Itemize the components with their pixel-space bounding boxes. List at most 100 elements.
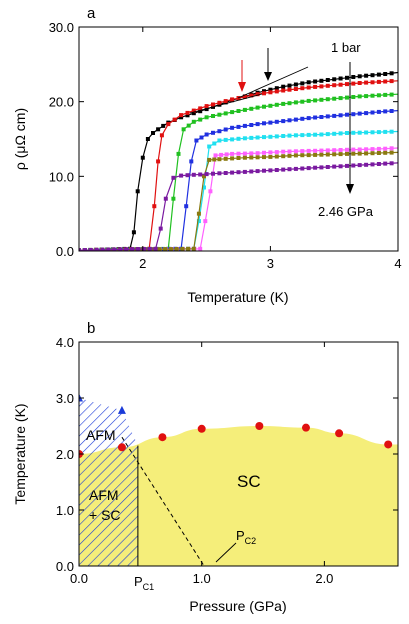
series-point-3 <box>236 124 241 129</box>
panel-b-ticks: 0.0 1.0 2.0 0.0 1.0 2.0 3.0 4.0 <box>56 335 398 586</box>
series-point-6 <box>223 156 228 161</box>
series-point-7 <box>163 196 168 201</box>
series-point-5 <box>300 149 305 154</box>
panel-b: b AFM AFM + SC SC PC2 0.0 1.0 2.0 0.0 1.0 2.0… <box>12 320 399 614</box>
series-point-6 <box>255 155 260 160</box>
series-point-4 <box>274 134 279 139</box>
series-point-1 <box>274 89 279 94</box>
panel-b-xtick-label: 2.0 <box>315 571 333 586</box>
series-point-6 <box>230 156 235 161</box>
series-point-0 <box>281 84 286 89</box>
series-point-6 <box>268 154 273 159</box>
series-point-7 <box>135 247 140 251</box>
series-point-7 <box>370 162 375 167</box>
series-point-3 <box>262 121 266 126</box>
series-point-5 <box>376 146 381 151</box>
series-point-2 <box>313 98 318 103</box>
panel-a-ytick-label: 20.0 <box>49 95 74 110</box>
series-point-4 <box>281 134 286 138</box>
series-point-5 <box>293 149 298 154</box>
series-point-6 <box>319 152 324 157</box>
series-point-1 <box>166 122 171 127</box>
series-point-0 <box>345 75 349 80</box>
series-point-3 <box>319 115 324 119</box>
series-point-6 <box>338 152 343 157</box>
series-point-6 <box>357 151 362 156</box>
series-point-2 <box>274 102 279 107</box>
series-point-7 <box>112 247 117 251</box>
series-point-1 <box>389 79 394 84</box>
panel-a: a 1 bar 2.46 GPa 2 3 4 0.0 10.0 20.0 30.0 Temp… <box>12 5 402 305</box>
series-point-7 <box>106 247 111 251</box>
panel-b-ytick-label: 3.0 <box>56 391 74 406</box>
series-point-1 <box>152 204 157 209</box>
series-point-1 <box>370 80 375 85</box>
series-point-3 <box>313 115 318 120</box>
series-point-5 <box>268 150 273 155</box>
series-point-2 <box>223 111 228 116</box>
series-point-0 <box>325 78 330 82</box>
series-point-6 <box>325 152 330 157</box>
series-point-5 <box>281 149 286 154</box>
series-point-5 <box>338 148 343 152</box>
series-point-5 <box>287 149 292 154</box>
series-point-7 <box>313 165 318 170</box>
series-point-3 <box>223 127 228 132</box>
series-point-2 <box>242 107 247 112</box>
panel-b-ytick-label: 0.0 <box>56 559 74 574</box>
series-point-2 <box>332 96 337 101</box>
series-point-7 <box>204 172 209 177</box>
series-point-7 <box>211 171 215 176</box>
series-point-3 <box>281 119 286 124</box>
series-point-7 <box>357 163 362 168</box>
series-point-0 <box>268 87 273 92</box>
series-point-5 <box>203 219 208 224</box>
series-point-0 <box>185 113 190 118</box>
series-point-7 <box>88 248 93 251</box>
tc-point <box>197 424 206 433</box>
series-point-0 <box>370 73 375 78</box>
series-point-2 <box>351 95 356 99</box>
series-point-1 <box>313 84 318 89</box>
series-point-3 <box>293 117 298 122</box>
panel-b-ytick-label: 2.0 <box>56 447 74 462</box>
series-point-2 <box>383 92 388 97</box>
series-point-1 <box>376 79 381 84</box>
series-point-7 <box>345 163 349 168</box>
series-point-2 <box>249 106 254 111</box>
panel-b-xtick-label: 0.0 <box>70 571 88 586</box>
panel-a-label: a <box>87 5 96 22</box>
series-point-7 <box>158 226 163 231</box>
region-label-sc: SC <box>237 472 261 491</box>
series-point-1 <box>287 87 292 92</box>
series-point-6 <box>389 150 394 155</box>
series-point-7 <box>223 171 228 175</box>
series-point-1 <box>223 99 228 104</box>
series-point-7 <box>82 248 87 251</box>
series-point-5 <box>357 147 362 152</box>
series-point-1 <box>383 79 388 84</box>
series-point-4 <box>236 136 241 141</box>
series-point-0 <box>319 78 324 83</box>
series-point-6 <box>174 247 179 251</box>
tn-point <box>117 405 126 414</box>
series-point-1 <box>179 113 184 118</box>
series-point-0 <box>131 230 136 235</box>
series-point-7 <box>217 171 222 176</box>
series-point-7 <box>389 161 394 166</box>
series-point-0 <box>357 74 362 79</box>
series-point-5 <box>198 246 203 251</box>
series-point-6 <box>212 157 217 162</box>
series-point-2 <box>325 97 330 102</box>
series-point-1 <box>191 108 196 113</box>
series-point-4 <box>357 130 362 135</box>
series-point-1 <box>230 97 235 102</box>
series-point-0 <box>313 79 318 84</box>
series-point-6 <box>300 153 305 158</box>
series-point-2 <box>287 101 292 106</box>
series-point-3 <box>242 123 247 128</box>
panel-a-xtick-label: 4 <box>394 256 401 271</box>
panel-b-label: b <box>87 320 95 337</box>
series-point-4 <box>376 130 381 135</box>
